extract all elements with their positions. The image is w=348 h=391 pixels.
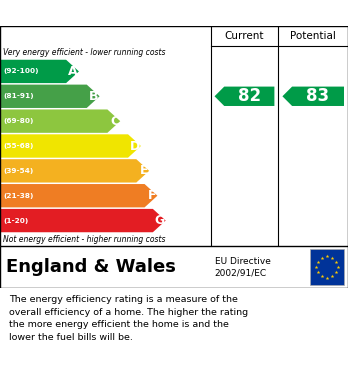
Polygon shape [0,60,79,83]
Text: (21-38): (21-38) [3,193,33,199]
Text: Current: Current [225,31,264,41]
Text: (69-80): (69-80) [3,118,33,124]
Text: (39-54): (39-54) [3,168,33,174]
Polygon shape [282,86,344,106]
Polygon shape [0,135,141,158]
Text: G: G [155,214,165,227]
Text: EU Directive
2002/91/EC: EU Directive 2002/91/EC [214,256,270,277]
Text: 82: 82 [238,87,261,105]
Text: Potential: Potential [290,31,336,41]
Text: B: B [89,90,98,103]
Polygon shape [0,84,100,108]
Text: A: A [68,65,78,78]
Text: D: D [130,140,140,152]
Text: England & Wales: England & Wales [6,258,176,276]
Text: E: E [140,164,148,178]
Text: (81-91): (81-91) [3,93,34,99]
Polygon shape [0,209,166,232]
Text: C: C [110,115,119,127]
Polygon shape [214,86,275,106]
Polygon shape [0,184,157,207]
Polygon shape [0,159,149,183]
Text: 83: 83 [307,87,330,105]
Text: (55-68): (55-68) [3,143,33,149]
Text: F: F [148,189,156,202]
Text: Energy Efficiency Rating: Energy Efficiency Rating [5,5,215,20]
Text: Very energy efficient - lower running costs: Very energy efficient - lower running co… [3,48,166,57]
Bar [310,249,344,285]
Polygon shape [0,109,120,133]
Text: (92-100): (92-100) [3,68,39,74]
Text: (1-20): (1-20) [3,217,28,224]
Text: Not energy efficient - higher running costs: Not energy efficient - higher running co… [3,235,166,244]
Text: The energy efficiency rating is a measure of the
overall efficiency of a home. T: The energy efficiency rating is a measur… [9,295,248,342]
